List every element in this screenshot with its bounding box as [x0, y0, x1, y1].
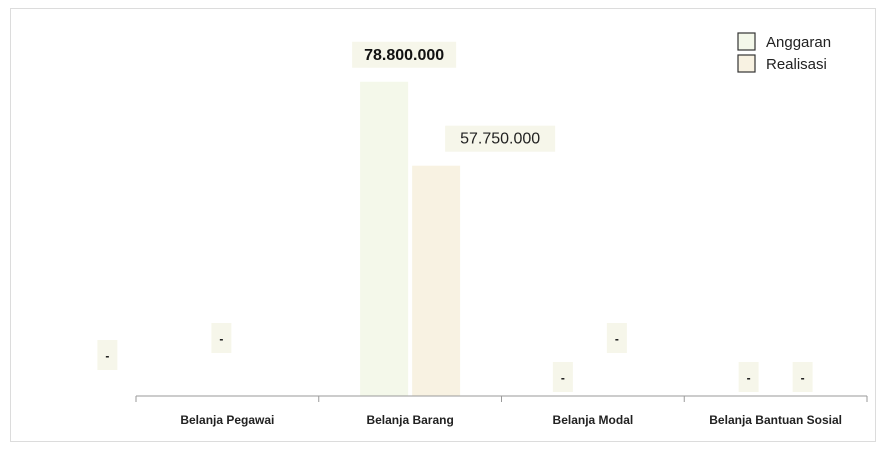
data-label: - — [615, 332, 619, 346]
data-label: - — [801, 371, 805, 385]
data-label: - — [219, 332, 223, 346]
chart-frame: - - 78.800.000 57.750.000 - - - - Belanja Pegaw… — [10, 8, 876, 442]
x-tick-label: Belanja Bantuan Sosial — [709, 413, 842, 427]
x-tick-label: Belanja Modal — [553, 413, 634, 427]
legend-label: Anggaran — [766, 34, 831, 51]
x-tick-label: Belanja Pegawai — [180, 413, 274, 427]
legend-swatch-anggaran — [738, 33, 755, 50]
data-label: 57.750.000 — [460, 131, 540, 148]
legend-swatch-realisasi — [738, 55, 755, 72]
legend-label: Realisasi — [766, 56, 827, 73]
bar-realisasi — [412, 166, 460, 396]
x-tick-label: Belanja Barang — [366, 413, 453, 427]
bar-chart: - - 78.800.000 57.750.000 - - - - Belanja Pegaw… — [11, 9, 877, 443]
data-label: 78.800.000 — [364, 47, 444, 64]
legend: Anggaran Realisasi — [738, 33, 831, 73]
data-label: - — [561, 371, 565, 385]
bar-anggaran — [360, 82, 408, 396]
data-label: - — [747, 371, 751, 385]
x-axis: Belanja Pegawai Belanja Barang Belanja Mod… — [136, 396, 867, 427]
data-label: - — [105, 349, 109, 363]
